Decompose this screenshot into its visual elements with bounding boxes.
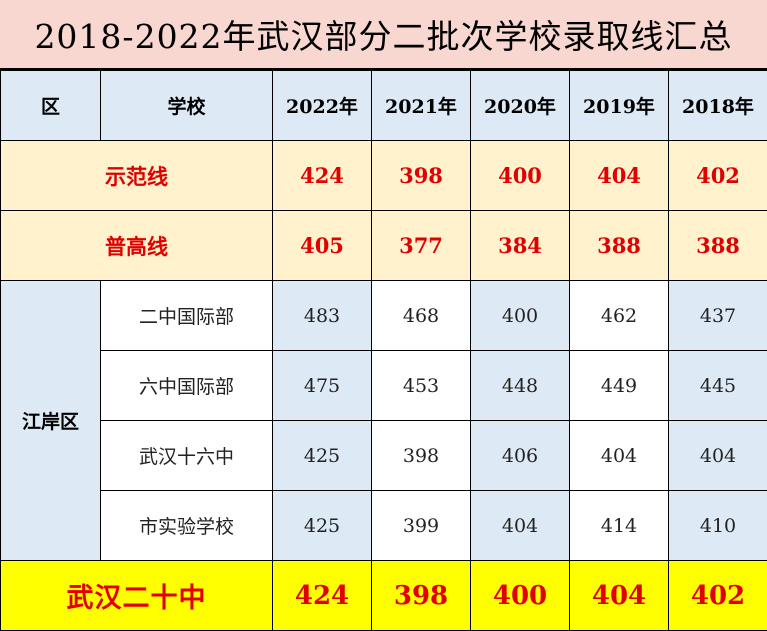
district-cell: 江岸区 xyxy=(0,280,101,561)
line-row-demonstration: 示范线 424 398 400 404 402 xyxy=(0,140,767,211)
score-cell: 410 xyxy=(668,490,767,561)
header-year-2022: 2022年 xyxy=(272,70,372,141)
header-district: 区 xyxy=(0,70,101,141)
table-row: 六中国际部 475 453 448 449 445 xyxy=(1,350,767,421)
table-row: 江岸区 二中国际部 483 468 400 462 437 xyxy=(0,280,767,561)
score-cell: 404 xyxy=(470,490,570,561)
table-row: 武汉十六中 425 398 406 404 404 xyxy=(1,420,767,491)
admission-score-table: 区 学校 2022年 2021年 2020年 2019年 2018年 示范线 4… xyxy=(0,70,767,631)
line-value: 388 xyxy=(569,210,669,281)
school-name: 二中国际部 xyxy=(100,280,273,351)
highlight-score: 404 xyxy=(569,560,669,631)
line-value: 388 xyxy=(668,210,767,281)
score-cell: 437 xyxy=(668,280,767,351)
line-value: 377 xyxy=(371,210,471,281)
school-name: 武汉十六中 xyxy=(100,420,273,491)
header-school: 学校 xyxy=(100,70,273,141)
line-value: 400 xyxy=(470,140,570,211)
line-label: 普高线 xyxy=(0,210,273,281)
score-cell: 453 xyxy=(371,350,471,421)
highlight-score: 424 xyxy=(272,560,372,631)
score-cell: 448 xyxy=(470,350,570,421)
table-row: 市实验学校 425 399 404 414 410 xyxy=(1,490,767,561)
score-cell: 414 xyxy=(569,490,669,561)
score-cell: 483 xyxy=(272,280,372,351)
score-cell: 425 xyxy=(272,490,372,561)
line-value: 404 xyxy=(569,140,669,211)
score-cell: 445 xyxy=(668,350,767,421)
score-cell: 449 xyxy=(569,350,669,421)
highlight-row: 武汉二十中 424 398 400 404 402 xyxy=(0,560,767,631)
score-cell: 398 xyxy=(371,420,471,491)
school-name: 六中国际部 xyxy=(100,350,273,421)
highlight-school-name: 武汉二十中 xyxy=(0,560,273,631)
header-year-2019: 2019年 xyxy=(569,70,669,141)
score-cell: 425 xyxy=(272,420,372,491)
score-cell: 475 xyxy=(272,350,372,421)
score-cell: 462 xyxy=(569,280,669,351)
header-year-2018: 2018年 xyxy=(668,70,767,141)
score-cell: 404 xyxy=(668,420,767,491)
line-value: 402 xyxy=(668,140,767,211)
line-value: 398 xyxy=(371,140,471,211)
highlight-score: 398 xyxy=(371,560,471,631)
score-cell: 399 xyxy=(371,490,471,561)
line-value: 405 xyxy=(272,210,372,281)
line-label: 示范线 xyxy=(0,140,273,211)
line-value: 424 xyxy=(272,140,372,211)
header-year-2020: 2020年 xyxy=(470,70,570,141)
score-cell: 400 xyxy=(470,280,570,351)
header-year-2021: 2021年 xyxy=(371,70,471,141)
highlight-score: 402 xyxy=(668,560,767,631)
score-cell: 468 xyxy=(371,280,471,351)
line-value: 384 xyxy=(470,210,570,281)
header-row: 区 学校 2022年 2021年 2020年 2019年 2018年 xyxy=(0,70,767,141)
score-cell: 404 xyxy=(569,420,669,491)
school-name: 市实验学校 xyxy=(100,490,273,561)
highlight-score: 400 xyxy=(470,560,570,631)
page-title: 2018-2022年武汉部分二批次学校录取线汇总 xyxy=(34,17,733,56)
line-row-general: 普高线 405 377 384 388 388 xyxy=(0,210,767,281)
title-bar: 2018-2022年武汉部分二批次学校录取线汇总 xyxy=(0,0,767,70)
score-cell: 406 xyxy=(470,420,570,491)
